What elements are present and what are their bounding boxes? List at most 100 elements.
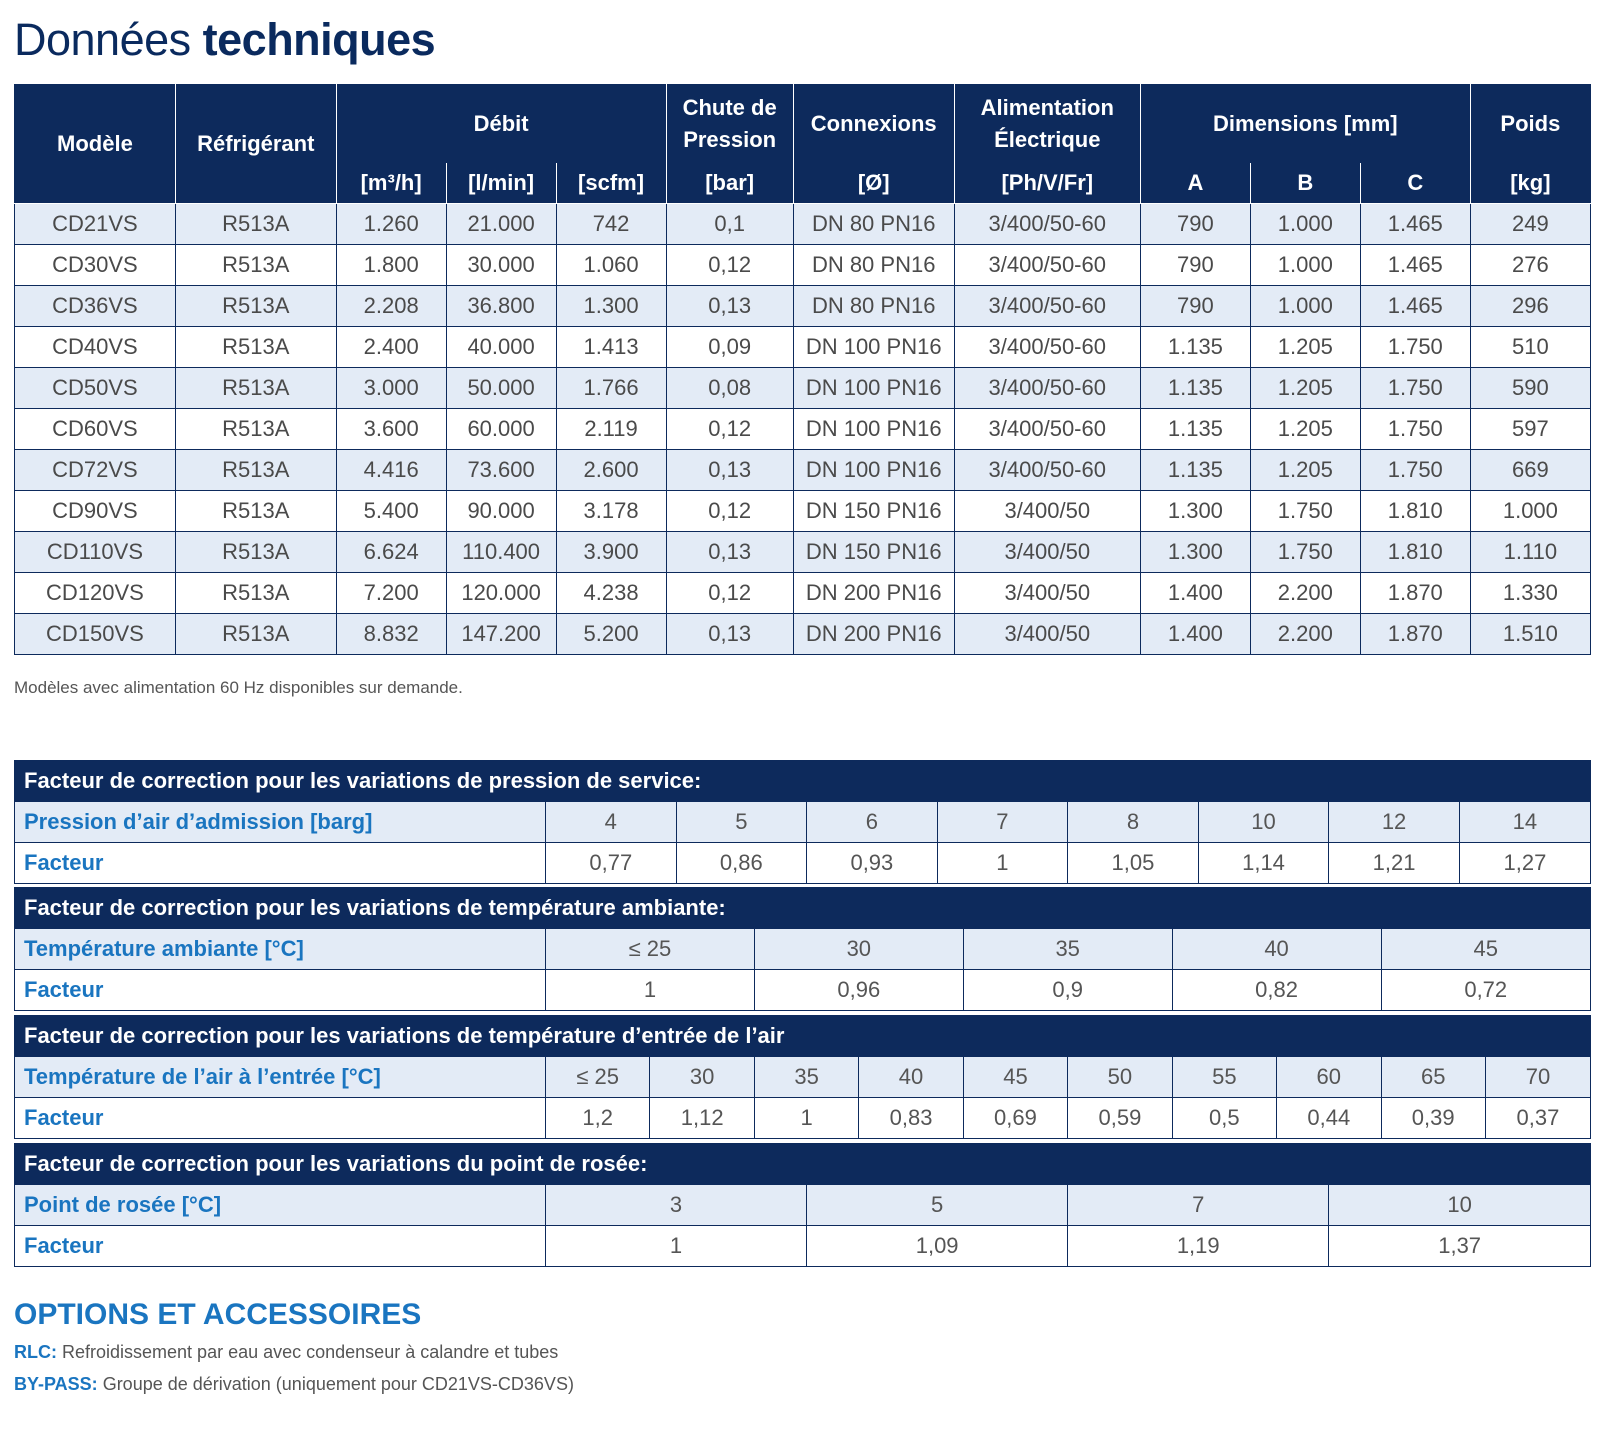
table-cell: 0,13	[665, 449, 794, 491]
table-cell: 590	[1469, 367, 1592, 409]
table-cell: 110.400	[445, 531, 557, 573]
header-dimension-col: B	[1249, 163, 1361, 204]
correction-cell: 0,82	[1171, 969, 1382, 1011]
table-cell: 30.000	[445, 244, 557, 286]
header-flow: Débit	[335, 84, 667, 163]
correction-row-label: Température de l’air à l’entrée [°C]	[14, 1056, 546, 1098]
correction-cell: 1	[545, 969, 755, 1011]
table-row: CD40VS R513A 2.400 40.000 1.413 0,09 DN 100 PN…	[14, 326, 1592, 368]
table-cell: 790	[1139, 244, 1251, 286]
correction-cell: 1,14	[1197, 842, 1330, 884]
table-cell: 3/400/50	[953, 490, 1141, 532]
option-item: BY-PASS: Groupe de dérivation (uniquemen…	[14, 1374, 574, 1395]
header-flow-unit: [l/min]	[445, 163, 557, 204]
table-cell: 0,08	[665, 367, 794, 409]
table-cell: 50.000	[445, 367, 557, 409]
table-cell: 1.750	[1359, 449, 1471, 491]
table-cell: 1.000	[1249, 285, 1361, 327]
table-cell: 3/400/50-60	[953, 285, 1141, 327]
correction-row-label: Pression d’air d’admission [barg]	[14, 801, 546, 843]
table-cell: R513A	[174, 203, 337, 245]
correction-row: Point de rosée [°C] 3 5 7 10	[14, 1184, 1591, 1226]
correction-cell: 1,37	[1328, 1225, 1591, 1267]
option-item: RLC: Refroidissement par eau avec conden…	[14, 1342, 558, 1363]
table-cell: 1.750	[1359, 367, 1471, 409]
correction-cell: 45	[1380, 928, 1591, 970]
table-cell: 1.465	[1359, 203, 1471, 245]
correction-row: Facteur 1 1,09 1,19 1,37	[14, 1225, 1591, 1267]
table-cell: 7.200	[335, 572, 447, 614]
correction-cell: 5	[675, 801, 808, 843]
table-cell: 3.000	[335, 367, 447, 409]
table-cell: DN 80 PN16	[792, 285, 955, 327]
table-cell: 120.000	[445, 572, 557, 614]
table-cell: 296	[1469, 285, 1592, 327]
table-cell: 3/400/50	[953, 531, 1141, 573]
table-cell: R513A	[174, 572, 337, 614]
correction-heading: Facteur de correction pour les variation…	[14, 1015, 1591, 1057]
correction-cell: 45	[962, 1056, 1069, 1098]
table-cell: 0,13	[665, 531, 794, 573]
header-dimension-col: C	[1359, 163, 1471, 204]
correction-cell: 0,9	[962, 969, 1173, 1011]
table-cell: 3/400/50-60	[953, 367, 1141, 409]
table-cell: 2.200	[1249, 572, 1361, 614]
table-cell: 73.600	[445, 449, 557, 491]
table-cell: 1.135	[1139, 326, 1251, 368]
correction-cell: 0,77	[545, 842, 677, 884]
correction-row-label: Point de rosée [°C]	[14, 1184, 546, 1226]
correction-row-label: Température ambiante [°C]	[14, 928, 546, 970]
table-cell: R513A	[174, 449, 337, 491]
correction-cell: 30	[649, 1056, 755, 1098]
table-cell: 5.400	[335, 490, 447, 532]
header-weight-unit: [kg]	[1469, 163, 1592, 204]
correction-cell: 35	[962, 928, 1173, 970]
table-cell: DN 100 PN16	[792, 408, 955, 450]
table-cell: DN 80 PN16	[792, 203, 955, 245]
correction-row-label: Facteur	[14, 1097, 546, 1139]
correction-row: Facteur 0,77 0,86 0,93 1 1,05 1,14 1,21 1,27	[14, 842, 1592, 884]
table-cell: 0,12	[665, 244, 794, 286]
table-cell: DN 100 PN16	[792, 326, 955, 368]
table-cell: 3.900	[555, 531, 667, 573]
table-cell: R513A	[174, 285, 337, 327]
table-cell: CD21VS	[14, 203, 176, 245]
correction-table-dew-point: Facteur de correction pour les variation…	[14, 1143, 1591, 1267]
table-cell: 90.000	[445, 490, 557, 532]
correction-cell: 70	[1484, 1056, 1592, 1098]
table-cell: 1.510	[1469, 613, 1592, 655]
table-cell: 1.465	[1359, 244, 1471, 286]
table-cell: 1.400	[1139, 613, 1251, 655]
correction-row-label: Facteur	[14, 842, 546, 884]
table-cell: 1.060	[555, 244, 667, 286]
correction-row-label: Facteur	[14, 969, 546, 1011]
table-cell: 2.400	[335, 326, 447, 368]
table-cell: R513A	[174, 531, 337, 573]
table-cell: 3/400/50	[953, 572, 1141, 614]
table-cell: 5.200	[555, 613, 667, 655]
correction-cell: 7	[1067, 1184, 1330, 1226]
correction-cell: ≤ 25	[544, 1056, 651, 1098]
table-cell: 40.000	[445, 326, 557, 368]
correction-heading-row: Facteur de correction pour les variation…	[14, 760, 1591, 802]
correction-cell: 1,27	[1458, 842, 1592, 884]
correction-heading-row: Facteur de correction pour les variation…	[14, 1143, 1591, 1185]
correction-cell: 30	[753, 928, 964, 970]
table-cell: DN 150 PN16	[792, 531, 955, 573]
table-cell: R513A	[174, 244, 337, 286]
table-cell: 1.300	[1139, 531, 1251, 573]
header-model: Modèle	[14, 84, 176, 204]
correction-cell: 10	[1197, 801, 1330, 843]
table-cell: 2.600	[555, 449, 667, 491]
header-weight: Poids	[1469, 84, 1592, 163]
correction-cell: 1,09	[806, 1225, 1069, 1267]
correction-cell: 8	[1067, 801, 1199, 843]
correction-cell: 40	[1171, 928, 1382, 970]
correction-cell: 0,44	[1276, 1097, 1382, 1139]
table-row: CD21VS R513A 1.260 21.000 742 0,1 DN 80 PN16 3/…	[14, 203, 1592, 245]
table-cell: 597	[1469, 408, 1592, 450]
correction-cell: 1,12	[649, 1097, 755, 1139]
table-cell: 1.000	[1249, 244, 1361, 286]
table-cell: 3/400/50-60	[953, 326, 1141, 368]
table-cell: 1.750	[1359, 326, 1471, 368]
